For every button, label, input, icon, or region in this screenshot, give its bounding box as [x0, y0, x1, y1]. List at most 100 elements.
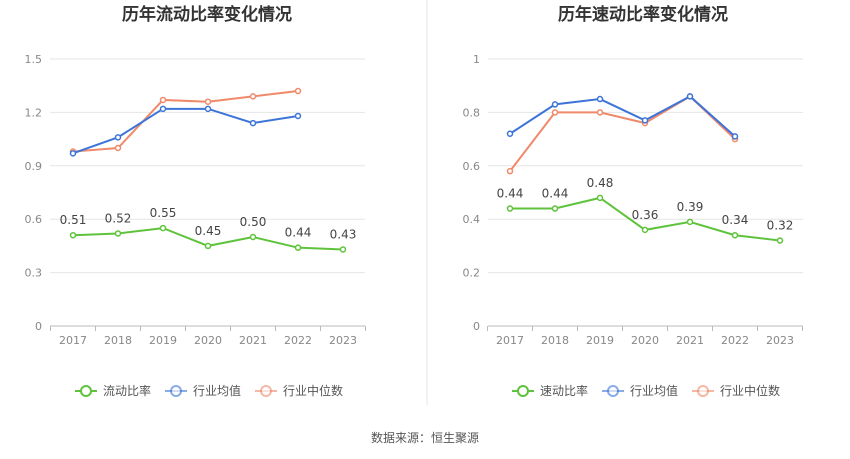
data-label: 0.44	[285, 226, 312, 240]
data-point-industry-avg[interactable]	[506, 130, 514, 138]
data-point-company[interactable]	[686, 218, 694, 226]
data-point-industry-avg[interactable]	[686, 93, 694, 100]
y-tick-label: 0.3	[25, 267, 43, 280]
x-tick-label: 2017	[496, 334, 524, 347]
x-tick-label: 2018	[104, 334, 132, 347]
legend-label: 速动比率	[540, 383, 588, 398]
x-tick-label: 2017	[59, 334, 87, 347]
quick-ratio-chart: 历年速动比率变化情况 0 0.2 0.4 0.6 0.8 1 2017 2018 2019 2020…	[463, 4, 803, 398]
data-label: 0.39	[677, 200, 704, 214]
x-tick-label: 2022	[721, 334, 749, 347]
y-tick-label: 0	[473, 320, 480, 333]
data-label: 0.44	[542, 187, 569, 201]
data-point-company[interactable]	[204, 242, 212, 250]
data-point-industry-median[interactable]	[204, 98, 212, 105]
legend-label: 行业中位数	[283, 383, 343, 398]
data-point-company[interactable]	[551, 205, 559, 212]
legend-item-industry-avg[interactable]: 行业均值	[602, 383, 678, 398]
legend-item-industry-median[interactable]: 行业中位数	[255, 383, 343, 398]
data-point-industry-avg[interactable]	[641, 117, 649, 124]
legend-item-company[interactable]: 速动比率	[512, 383, 588, 398]
x-tick-label: 2020	[194, 334, 222, 347]
data-point-company[interactable]	[339, 246, 347, 253]
data-point-industry-median[interactable]	[114, 144, 122, 152]
legend-item-industry-avg[interactable]: 行业均值	[165, 383, 241, 398]
data-point-company[interactable]	[159, 224, 167, 232]
data-point-company[interactable]	[731, 231, 739, 239]
legend-swatch-marker	[607, 385, 619, 397]
current-ratio-chart: 历年流动比率变化情况 0 0.3 0.6 0.9 1.2 1.5 2017 2018 2019 20…	[25, 4, 366, 398]
legend-swatch-marker	[170, 385, 182, 397]
data-point-company[interactable]	[114, 230, 122, 237]
data-label: 0.34	[722, 213, 749, 227]
data-label: 0.43	[330, 227, 357, 241]
y-tick-label: 0.6	[463, 160, 481, 173]
y-tick-label: 1.5	[25, 53, 43, 66]
series-line-industry-avg	[509, 95, 736, 138]
data-point-company[interactable]	[641, 226, 649, 234]
data-point-industry-median[interactable]	[551, 109, 559, 116]
data-point-industry-avg[interactable]	[114, 134, 122, 141]
data-label: 0.36	[632, 208, 659, 222]
legend-label: 行业中位数	[720, 383, 780, 398]
x-tick-label: 2023	[766, 334, 794, 347]
data-point-industry-median[interactable]	[249, 93, 257, 100]
legend-label: 流动比率	[103, 383, 151, 398]
x-tick-label: 2022	[284, 334, 312, 347]
legend-label: 行业均值	[630, 383, 678, 398]
data-point-industry-median[interactable]	[506, 167, 514, 175]
data-label: 0.32	[767, 219, 794, 233]
data-point-company[interactable]	[294, 244, 302, 251]
y-tick-label: 1.2	[25, 106, 43, 119]
data-point-company[interactable]	[249, 233, 257, 241]
y-tick-label: 0.9	[25, 160, 43, 173]
data-label: 0.55	[150, 206, 177, 220]
chart-title: 历年流动比率变化情况	[122, 4, 292, 25]
y-tick-label: 0.2	[463, 267, 481, 280]
data-point-industry-median[interactable]	[596, 109, 604, 116]
data-point-industry-avg[interactable]	[731, 133, 739, 140]
data-point-industry-median[interactable]	[159, 96, 167, 104]
legend-swatch-marker	[517, 385, 529, 397]
x-tick-label: 2020	[631, 334, 659, 347]
x-tick-label: 2023	[329, 334, 357, 347]
data-point-industry-avg[interactable]	[294, 112, 302, 120]
x-tick-label: 2019	[149, 334, 177, 347]
data-point-industry-avg[interactable]	[249, 119, 257, 127]
data-label: 0.52	[105, 211, 132, 225]
data-label: 0.44	[497, 187, 524, 201]
data-point-industry-avg[interactable]	[204, 105, 212, 113]
y-tick-label: 1	[473, 53, 480, 66]
y-tick-label: 0.6	[25, 213, 43, 226]
data-point-industry-avg[interactable]	[159, 105, 167, 113]
y-tick-label: 0.4	[463, 213, 481, 226]
legend-item-company[interactable]: 流动比率	[75, 383, 151, 398]
legend-swatch-marker	[697, 385, 709, 397]
series-line-industry-median	[72, 90, 299, 153]
x-tick-label: 2021	[676, 334, 704, 347]
y-tick-label: 0	[35, 320, 42, 333]
data-point-company[interactable]	[506, 205, 514, 212]
legend-item-industry-median[interactable]: 行业中位数	[692, 383, 780, 398]
x-tick-label: 2018	[541, 334, 569, 347]
data-point-industry-avg[interactable]	[596, 95, 604, 103]
data-point-company[interactable]	[776, 237, 784, 244]
data-label: 0.45	[195, 224, 222, 238]
data-point-industry-avg[interactable]	[551, 101, 559, 108]
chart-title: 历年速动比率变化情况	[558, 4, 728, 25]
data-label: 0.48	[587, 176, 614, 190]
x-tick-label: 2021	[239, 334, 267, 347]
data-point-industry-avg[interactable]	[69, 150, 77, 157]
data-point-company[interactable]	[596, 194, 604, 202]
y-tick-label: 0.8	[463, 106, 481, 119]
data-point-company[interactable]	[69, 231, 77, 239]
legend-label: 行业均值	[193, 383, 241, 398]
data-point-industry-median[interactable]	[294, 87, 302, 95]
data-label: 0.51	[60, 213, 87, 227]
data-label: 0.50	[240, 215, 267, 229]
data-source-note: 数据来源：恒生聚源	[371, 430, 479, 445]
x-tick-label: 2019	[586, 334, 614, 347]
series-line-industry-avg	[72, 107, 299, 155]
legend-swatch-marker	[260, 385, 272, 397]
